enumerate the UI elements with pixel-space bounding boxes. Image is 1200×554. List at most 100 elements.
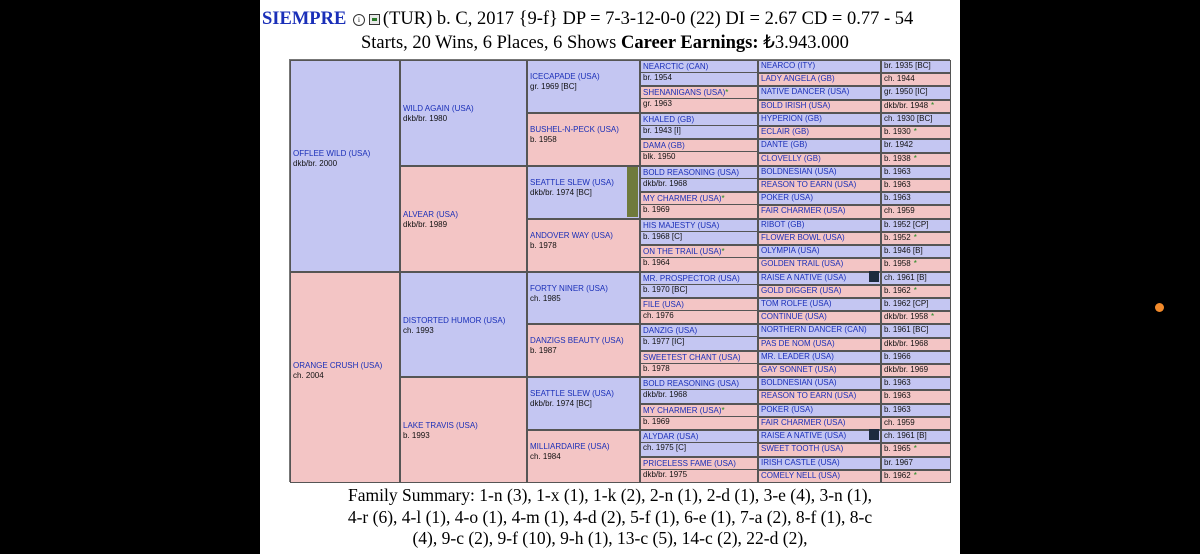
orange-dot — [1155, 303, 1164, 312]
ancestor-name-link[interactable]: DAMA (GB) — [643, 141, 685, 150]
ancestor-name-link[interactable]: SWEET TOOTH (USA) — [761, 444, 844, 453]
ancestor-name-link[interactable]: BOLDNESIAN (USA) — [761, 167, 837, 176]
ancestor-cell-gen4: ON THE TRAIL (USA)* b. 1964 — [640, 245, 758, 272]
ancestor-name-link[interactable]: DISTORTED HUMOR (USA) — [403, 316, 506, 325]
ancestor-name-link[interactable]: IRISH CASTLE (USA) — [761, 458, 840, 467]
ancestor-name-link[interactable]: KHALED (GB) — [643, 115, 695, 124]
ancestor-cell-gen5: GOLDEN TRAIL (USA) — [758, 258, 881, 272]
ancestor-name-link[interactable]: HYPERION (GB) — [761, 114, 822, 123]
ancestor-name-link[interactable]: BOLD REASONING (USA) — [643, 379, 740, 388]
ancestor-name-link[interactable]: GOLD DIGGER (USA) — [761, 286, 842, 295]
ancestor-name-link[interactable]: PAS DE NOM (USA) — [761, 339, 835, 348]
ancestor-name-link[interactable]: NEARCTIC (CAN) — [643, 62, 709, 71]
image-icon[interactable] — [368, 14, 380, 26]
ancestor-name-link[interactable]: NORTHERN DANCER (CAN) — [761, 325, 867, 334]
ancestor-name-link[interactable]: DANZIG (USA) — [643, 326, 698, 335]
ancestor-name-link[interactable]: MY CHARMER (USA) — [643, 194, 722, 203]
ancestor-name-link[interactable]: GAY SONNET (USA) — [761, 365, 837, 374]
ancestor-name-link[interactable]: NEARCO (ITY) — [761, 61, 816, 70]
ancestor-name-link[interactable]: POKER (USA) — [761, 193, 814, 202]
ancestor-cell-gen5: FAIR CHARMER (USA) — [758, 417, 881, 430]
ancestor-name-link[interactable]: RIBOT (GB) — [761, 220, 805, 229]
ancestor-name-link[interactable]: SEATTLE SLEW (USA) — [530, 389, 614, 398]
ancestor-name-row: DANZIG (USA) — [641, 326, 757, 337]
ancestor-name-link[interactable]: MILLIARDAIRE (USA) — [530, 442, 610, 451]
ancestor-name-link[interactable]: FAIR CHARMER (USA) — [761, 206, 846, 215]
ancestor-name-link[interactable]: PRICELESS FAME (USA) — [643, 459, 736, 468]
ancestor-name-link[interactable]: LAKE TRAVIS (USA) — [403, 421, 478, 430]
ancestor-name-link[interactable]: SHENANIGANS (USA) — [643, 88, 726, 97]
ancestor-name-link[interactable]: OFFLEE WILD (USA) — [293, 149, 371, 158]
ancestor-name-link[interactable]: RAISE A NATIVE (USA) — [761, 273, 847, 282]
ancestor-name-link[interactable]: CLOVELLY (GB) — [761, 154, 821, 163]
ancestor-info-cell-gen5: ch. 1959 — [881, 417, 951, 430]
ancestor-cell-gen4: DANZIG (USA) b. 1977 [IC] — [640, 324, 758, 351]
ancestor-name-link[interactable]: ORANGE CRUSH (USA) — [293, 361, 383, 370]
ancestor-cell-content: MR. PROSPECTOR (USA) b. 1970 [BC] — [641, 274, 757, 295]
ancestor-name-link[interactable]: BOLD IRISH (USA) — [761, 101, 831, 110]
ancestor-name-link[interactable]: FAIR CHARMER (USA) — [761, 418, 846, 427]
ancestor-name-link[interactable]: BUSHEL-N-PECK (USA) — [530, 125, 619, 134]
ancestor-name-link[interactable]: BOLD REASONING (USA) — [643, 168, 740, 177]
star-marker: * — [913, 259, 917, 268]
ancestor-name-link[interactable]: ALYDAR (USA) — [643, 432, 699, 441]
ancestor-name-link[interactable]: NATIVE DANCER (USA) — [761, 87, 850, 96]
ancestor-name-link[interactable]: MY CHARMER (USA) — [643, 406, 722, 415]
ancestor-info-row: gr. 1969 [BC] — [530, 82, 637, 92]
ancestor-name-link[interactable]: FLOWER BOWL (USA) — [761, 233, 845, 242]
ancestor-name-link[interactable]: POKER (USA) — [761, 405, 814, 414]
ancestor-name-link[interactable]: HIS MAJESTY (USA) — [643, 221, 720, 230]
ancestor-name-link[interactable]: RAISE A NATIVE (USA) — [761, 431, 847, 440]
ancestor-name-link[interactable]: ECLAIR (GB) — [761, 127, 810, 136]
info-icon[interactable]: i — [352, 13, 365, 26]
ancestor-info: b. 1978 — [530, 241, 557, 250]
ancestor-name-link[interactable]: ICECAPADE (USA) — [530, 72, 600, 81]
pedigree-table: OFFLEE WILD (USA) dkb/br. 2000 ORANGE CRUS… — [289, 59, 951, 483]
ancestor-name-link[interactable]: WILD AGAIN (USA) — [403, 104, 474, 113]
ancestor-name-row: SEATTLE SLEW (USA) — [530, 178, 637, 188]
ancestor-name-link[interactable]: DANZIGS BEAUTY (USA) — [530, 336, 624, 345]
ancestor-name-link[interactable]: REASON TO EARN (USA) — [761, 391, 857, 400]
ancestor-cell-gen4: ALYDAR (USA) ch. 1975 [C] — [640, 430, 758, 457]
ancestor-name-link[interactable]: SEATTLE SLEW (USA) — [530, 178, 614, 187]
ancestor-info-row: dkb/br. 1974 [BC] — [530, 399, 637, 409]
ancestor-name-link[interactable]: DANTE (GB) — [761, 140, 808, 149]
star-marker: * — [725, 88, 729, 97]
ancestor-name-link[interactable]: SWEETEST CHANT (USA) — [643, 353, 741, 362]
ancestor-name-link[interactable]: MR. LEADER (USA) — [761, 352, 834, 361]
ancestor-info: b. 1952 [CP] — [884, 220, 929, 229]
ancestor-name-link[interactable]: LADY ANGELA (GB) — [761, 74, 835, 83]
family-summary-line: 4-r (6), 4-l (1), 4-o (1), 4-m (1), 4-d … — [347, 506, 873, 527]
ancestor-info: b. 1952 — [884, 233, 911, 242]
ancestor-name-link[interactable]: FORTY NINER (USA) — [530, 284, 608, 293]
ancestor-info-cell-gen5: b. 1963 — [881, 390, 951, 404]
ancestor-name-link[interactable]: ANDOVER WAY (USA) — [530, 231, 613, 240]
ancestor-name-link[interactable]: COMELY NELL (USA) — [761, 471, 840, 480]
ancestor-name-link[interactable]: ON THE TRAIL (USA) — [643, 247, 722, 256]
ancestor-name-link[interactable]: ALVEAR (USA) — [403, 210, 458, 219]
ancestor-cell-gen5: COMELY NELL (USA) — [758, 470, 881, 483]
ancestor-cell-gen4: MY CHARMER (USA)* b. 1969 — [640, 192, 758, 219]
ancestor-info: b. 1938 — [884, 154, 911, 163]
ancestor-name-row: ALVEAR (USA) — [403, 210, 524, 220]
ancestor-name-link[interactable]: REASON TO EARN (USA) — [761, 180, 857, 189]
ancestor-info: dkb/br. 1989 — [403, 220, 448, 229]
ancestor-name-link[interactable]: CONTINUE (USA) — [761, 312, 827, 321]
ancestor-cell-gen5: HYPERION (GB) — [758, 113, 881, 126]
ancestor-info: dkb/br. 1948 — [884, 101, 929, 110]
ancestor-name-link[interactable]: MR. PROSPECTOR (USA) — [643, 274, 740, 283]
ancestor-name-link[interactable]: OLYMPIA (USA) — [761, 246, 820, 255]
horse-name-link[interactable]: SIEMPRE — [262, 9, 347, 29]
star-marker: * — [913, 127, 917, 136]
ancestor-name-link[interactable]: BOLDNESIAN (USA) — [761, 378, 837, 387]
ancestor-name-link[interactable]: FILE (USA) — [643, 300, 684, 309]
ancestor-info: ch. 1959 — [884, 418, 915, 427]
ancestor-name-link[interactable]: TOM ROLFE (USA) — [761, 299, 832, 308]
ancestor-info-row: b. 1964 — [643, 258, 755, 268]
ancestor-info: b. 1958 — [530, 135, 557, 144]
ancestor-cell-content: SWEETEST CHANT (USA) b. 1978 — [641, 353, 757, 374]
ancestor-name-link[interactable]: GOLDEN TRAIL (USA) — [761, 259, 844, 268]
ancestor-cell-gen5: NEARCO (ITY) — [758, 60, 881, 73]
ancestor-info-cell-gen5: b. 1938 * — [881, 153, 951, 166]
ancestor-info-cell-gen5: dkb/br. 1958 * — [881, 311, 951, 324]
